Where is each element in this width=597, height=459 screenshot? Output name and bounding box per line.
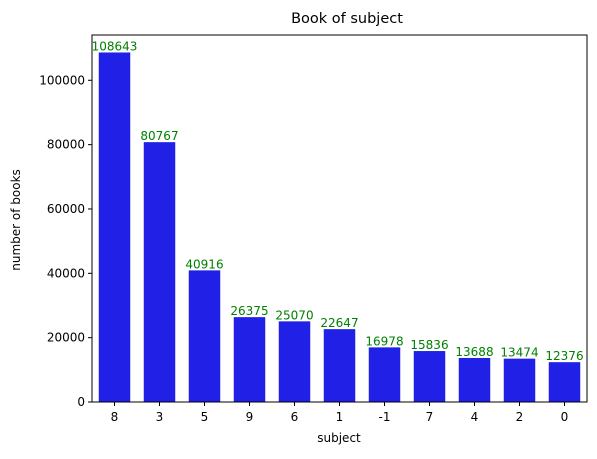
- x-tick-label: 9: [246, 410, 254, 424]
- bar-2: [503, 358, 536, 402]
- x-tick-label: 4: [471, 410, 479, 424]
- y-tick-label: 0: [77, 395, 85, 409]
- x-tick-label: -1: [379, 410, 391, 424]
- x-tick-label: 2: [516, 410, 524, 424]
- data-label: 80767: [140, 129, 178, 143]
- bar-5: [188, 270, 221, 402]
- chart-title: Book of subject: [291, 11, 403, 27]
- data-label: 12376: [545, 349, 583, 363]
- bar--1: [368, 347, 401, 402]
- bar-9: [233, 317, 266, 402]
- bar-6: [278, 321, 311, 402]
- plot-frame: [91, 34, 588, 403]
- axes-group: 8 3 5 9 6 1 -1 7 4 2 0 0 20000 40000 60000 80000 100000: [39, 34, 588, 424]
- data-label: 15836: [410, 338, 448, 352]
- bars-group: [98, 52, 581, 402]
- bar-0: [548, 362, 581, 402]
- x-tick-label: 6: [291, 410, 299, 424]
- x-tick-label: 8: [111, 410, 119, 424]
- x-tick-label: 0: [561, 410, 569, 424]
- x-tick-label: 1: [336, 410, 344, 424]
- data-labels-group: 108643 80767 40916 26375 25070 22647 16978 1583…: [92, 39, 584, 363]
- data-label: 25070: [275, 308, 313, 322]
- bar-4: [458, 357, 491, 402]
- y-tick-label: 60000: [47, 202, 85, 216]
- data-label: 26375: [230, 304, 268, 318]
- data-label: 16978: [365, 334, 403, 348]
- bar-8: [98, 52, 131, 402]
- x-axis-label: subject: [317, 431, 361, 445]
- data-label: 22647: [320, 316, 358, 330]
- y-tick-label: 80000: [47, 138, 85, 152]
- bar-1: [323, 329, 356, 402]
- data-label: 13688: [455, 345, 493, 359]
- data-label: 13474: [500, 346, 538, 360]
- x-tick-label: 5: [201, 410, 209, 424]
- x-tick-label: 7: [426, 410, 434, 424]
- data-label: 40916: [185, 257, 223, 271]
- y-tick-label: 20000: [47, 331, 85, 345]
- bar-7: [413, 351, 446, 402]
- y-axis-label: number of books: [9, 169, 23, 271]
- x-tick-label: 3: [156, 410, 164, 424]
- y-tick-label: 100000: [39, 73, 85, 87]
- bar-3: [143, 142, 176, 402]
- data-label: 108643: [92, 39, 138, 53]
- y-tick-label: 40000: [47, 266, 85, 280]
